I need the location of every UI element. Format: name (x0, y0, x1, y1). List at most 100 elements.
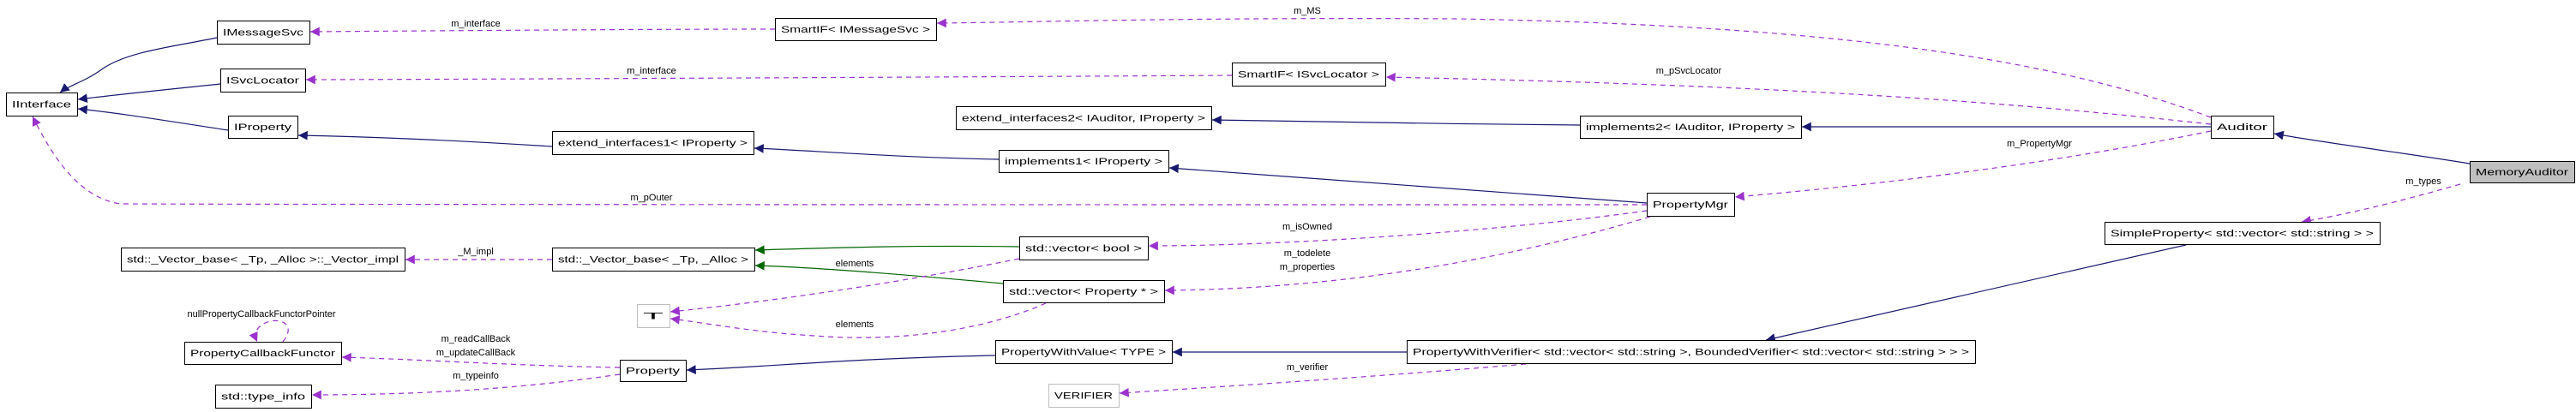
node-vector-base[interactable]: std::_Vector_base< _Tp, _Alloc > (552, 248, 755, 272)
edge-label: m_typeinfo (453, 371, 499, 381)
node-label: SmartIF< IMessageSvc > (781, 25, 930, 35)
edge-imessagesvc-to-iinterface (59, 37, 218, 93)
edge-propertymgr-to-vector-bool (1148, 210, 1648, 251)
node-label: ISvcLocator (226, 76, 299, 87)
edges-layer (32, 18, 2471, 400)
node-label: std::vector< bool > (1025, 244, 1142, 254)
node-label: PropertyMgr (1653, 200, 1728, 211)
edge-label: m_interface (451, 19, 500, 29)
node-label: Auditor (2217, 122, 2268, 133)
node-property[interactable]: Property (620, 360, 687, 382)
node-isvclocator[interactable]: ISvcLocator (220, 69, 306, 93)
node-box (6, 93, 78, 116)
edge-isvclocator-to-iinterface (77, 83, 221, 104)
node-label: extend_interfaces2< IAuditor, IProperty … (962, 114, 1205, 124)
node-box (1019, 236, 1149, 260)
edge-memoryauditor-to-simpleproperty (2301, 183, 2461, 225)
node-extend-interfaces1[interactable]: extend_interfaces1< IProperty > (552, 131, 754, 155)
node-box (2211, 116, 2274, 139)
node-box (220, 69, 306, 93)
edge-memoryauditor-to-auditor (2273, 130, 2471, 164)
node-vector-property-ptr[interactable]: std::vector< Property * > (1003, 280, 1165, 303)
edge-labels-layer: m_interface m_interface m_MS m_pSvcLocatorm… (187, 6, 2441, 381)
node-box (775, 18, 937, 41)
node-label: Property (626, 367, 681, 377)
node-simpleproperty[interactable]: SimpleProperty< std::vector< std::string… (2105, 222, 2381, 245)
node-box (217, 21, 310, 45)
edge-label: m_todelete (1284, 248, 1330, 259)
edge-label: m_properties (1280, 262, 1336, 272)
node-vector-bool[interactable]: std::vector< bool > (1019, 236, 1149, 260)
edge-propertymgr-to-iinterface (32, 116, 1648, 206)
node-box (956, 106, 1212, 130)
node-box (637, 304, 670, 328)
node-imessagesvc[interactable]: IMessageSvc (217, 21, 310, 45)
node-verifier: VERIFIER (1048, 384, 1120, 408)
node-propertycallbackfunctor[interactable]: PropertyCallbackFunctor (184, 342, 342, 365)
node-auditor[interactable]: Auditor (2211, 116, 2274, 139)
edge-vector-property-to-vector-base (754, 260, 1004, 284)
edge-property-to-type-info (311, 373, 621, 400)
node-smartif-imessagesvc[interactable]: SmartIF< IMessageSvc > (775, 18, 937, 41)
edge-label: m_interface (627, 66, 676, 76)
node-extend-interfaces2[interactable]: extend_interfaces2< IAuditor, IProperty … (956, 106, 1212, 130)
edge-iproperty-to-iinterface (77, 104, 229, 131)
node-vector-impl[interactable]: std::_Vector_base< _Tp, _Alloc >::_Vecto… (121, 248, 405, 272)
node-box (1232, 63, 1386, 87)
node-label: SimpleProperty< std::vector< std::string… (2111, 229, 2374, 239)
edge-label: m_pOuter (631, 193, 673, 203)
node-implements1[interactable]: implements1< IProperty > (999, 150, 1169, 173)
edge-vector-bool-to-vector-base (754, 245, 1020, 255)
edge-label: m_pSvcLocator (1656, 66, 1722, 76)
edge-label: m_verifier (1287, 362, 1329, 373)
node-label: implements2< IAuditor, IProperty > (1586, 122, 1795, 133)
node-label: PropertyWithVerifier< std::vector< std::… (1413, 348, 1969, 358)
node-t: T (637, 304, 670, 328)
node-label: std::_Vector_base< _Tp, _Alloc >::_Vecto… (127, 255, 399, 266)
edge-property-to-propertycallbackfunctor (341, 352, 621, 368)
node-iproperty[interactable]: IProperty (228, 116, 298, 139)
node-label: IProperty (234, 122, 292, 133)
node-box (215, 385, 312, 409)
node-box (620, 360, 687, 382)
edge-extend-interfaces1-to-iproperty (297, 130, 553, 147)
edge-propertywithvalue-to-property (686, 355, 996, 374)
edge-label: m_MS (1294, 6, 1321, 16)
edge-smartif-isvclocator-to-isvclocator (305, 75, 1233, 85)
node-box (2470, 161, 2575, 183)
node-box (552, 131, 754, 155)
node-propertywithverifier[interactable]: PropertyWithVerifier< std::vector< std::… (1407, 340, 1976, 364)
edge-label: m_PropertyMgr (2007, 139, 2072, 149)
node-propertywithvalue[interactable]: PropertyWithValue< TYPE > (995, 340, 1173, 364)
edge-implements1-to-extend-interfaces1 (754, 144, 1000, 160)
edge-simpleproperty-to-propertywithverifier (1765, 244, 2187, 343)
edge-label: elements (836, 259, 874, 269)
node-propertymgr[interactable]: PropertyMgr (1647, 193, 1735, 217)
node-smartif-isvclocator[interactable]: SmartIF< ISvcLocator > (1232, 63, 1386, 87)
edge-label: m_isOwned (1282, 222, 1332, 232)
edge-auditor-to-smartif-imessagesvc (936, 18, 2212, 118)
node-box (121, 248, 405, 272)
node-std-type-info[interactable]: std::type_info (215, 385, 312, 409)
node-box (1048, 384, 1120, 408)
node-label: PropertyWithValue< TYPE > (1001, 348, 1166, 358)
edge-propertymgr-to-implements1 (1168, 164, 1648, 204)
node-iinterface[interactable]: IInterface (6, 93, 78, 116)
edge-propertycallbackfunctor-self (249, 319, 289, 343)
node-label: IMessageSvc (223, 28, 304, 39)
node-implements2[interactable]: implements2< IAuditor, IProperty > (1580, 116, 1802, 139)
edge-label: m_readCallBack (441, 334, 511, 344)
node-label: VERIFIER (1054, 391, 1113, 402)
node-label: IInterface (12, 100, 71, 110)
node-label: std::_Vector_base< _Tp, _Alloc > (558, 255, 748, 266)
edge-vector-property-to-t (670, 302, 1047, 338)
node-memoryauditor: MemoryAuditor (2470, 161, 2575, 183)
node-box (1580, 116, 1802, 139)
edge-label: m_updateCallBack (436, 348, 516, 358)
node-label: std::vector< Property * > (1009, 287, 1158, 297)
node-label: std::type_info (221, 392, 305, 403)
node-box (1647, 193, 1735, 217)
edge-smartif-imessagesvc-to-imessagesvc (309, 27, 776, 37)
node-label: T (643, 312, 664, 322)
edge-vector-bool-to-t (670, 258, 1020, 316)
